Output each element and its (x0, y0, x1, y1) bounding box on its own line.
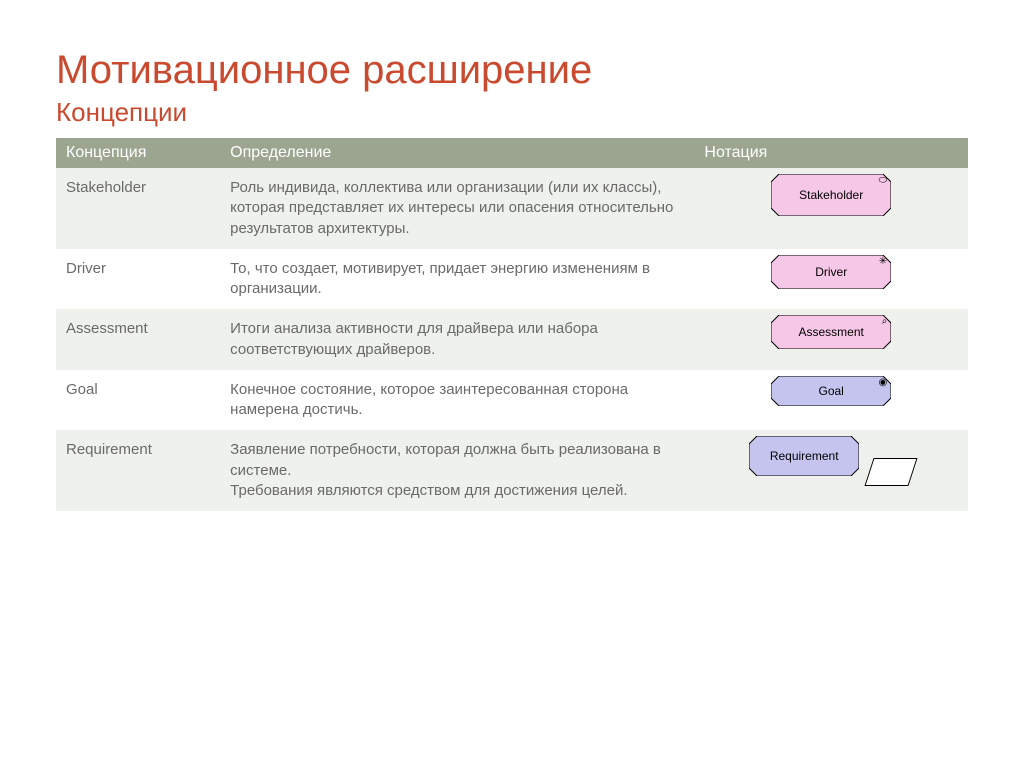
column-header: Определение (220, 138, 694, 168)
table-body: StakeholderРоль индивида, коллектива или… (56, 168, 968, 511)
notation-icon: ⬭ (879, 176, 888, 186)
table-row: AssessmentИтоги анализа активности для д… (56, 309, 968, 370)
notation-cell: Driver ✳ (694, 249, 968, 310)
concept-cell: Assessment (56, 309, 220, 370)
notation-shape: Driver ✳ (771, 255, 891, 289)
notation-label: Assessment (799, 324, 864, 340)
notation-cell: Assessment ⌕ (694, 309, 968, 370)
concept-cell: Goal (56, 370, 220, 431)
concept-cell: Stakeholder (56, 168, 220, 249)
definition-cell: Итоги анализа активности для драйвера ил… (220, 309, 694, 370)
notation-cell: Requirement (694, 430, 968, 511)
definition-cell: То, что создает, мотивирует, придает эне… (220, 249, 694, 310)
notation-cell: Stakeholder ⬭ (694, 168, 968, 249)
notation-icon: ⌕ (882, 317, 888, 327)
notation-cell: Goal ◉ (694, 370, 968, 431)
table-row: RequirementЗаявление потребности, котора… (56, 430, 968, 511)
concepts-table: КонцепцияОпределениеНотация StakeholderР… (56, 138, 968, 511)
notation-shape: Assessment ⌕ (771, 315, 891, 349)
concept-cell: Driver (56, 249, 220, 310)
notation-shape: Stakeholder ⬭ (771, 174, 891, 216)
table-row: StakeholderРоль индивида, коллектива или… (56, 168, 968, 249)
notation-icon: ◉ (878, 378, 887, 388)
table-header-row: КонцепцияОпределениеНотация (56, 138, 968, 168)
notation-label: Goal (819, 383, 844, 399)
page-title: Мотивационное расширение (56, 48, 968, 93)
notation-label: Driver (815, 264, 847, 280)
column-header: Нотация (694, 138, 968, 168)
page-subtitle: Концепции (56, 97, 968, 128)
notation-label: Requirement (770, 448, 839, 464)
table-row: GoalКонечное состояние, которое заинтере… (56, 370, 968, 431)
parallelogram-icon (865, 458, 918, 486)
notation-shape: Requirement (749, 436, 859, 476)
notation-icon: ✳ (879, 257, 887, 267)
definition-cell: Роль индивида, коллектива или организаци… (220, 168, 694, 249)
concept-cell: Requirement (56, 430, 220, 511)
notation-label: Stakeholder (799, 187, 863, 203)
table-row: DriverТо, что создает, мотивирует, прида… (56, 249, 968, 310)
definition-cell: Заявление потребности, которая должна бы… (220, 430, 694, 511)
column-header: Концепция (56, 138, 220, 168)
notation-shape: Goal ◉ (771, 376, 891, 406)
definition-cell: Конечное состояние, которое заинтересова… (220, 370, 694, 431)
